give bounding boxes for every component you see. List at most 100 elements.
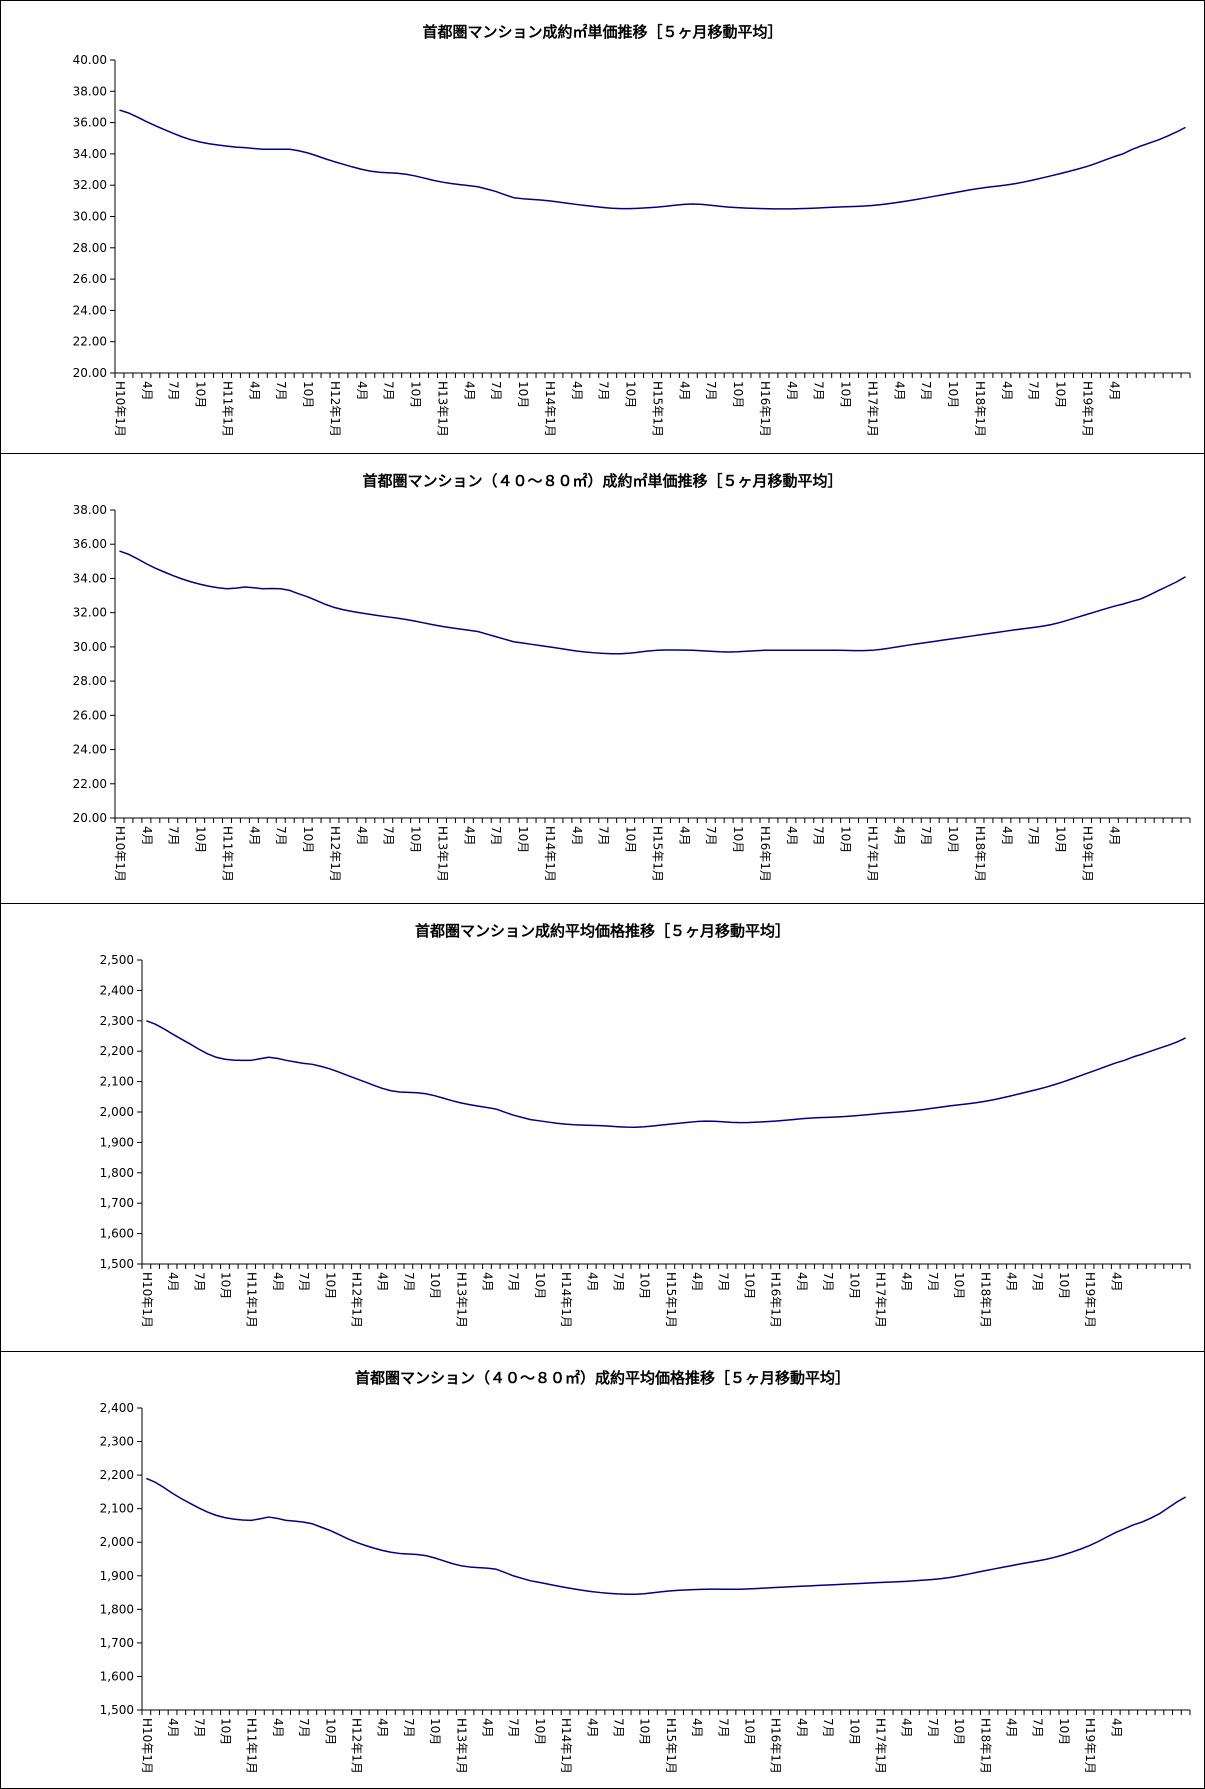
chart-title: 首都圏マンション成約㎡単価推移［５ヶ月移動平均］: [422, 23, 782, 41]
x-tick-label: 10月: [428, 1718, 442, 1745]
x-tick-label: 4月: [355, 826, 369, 846]
x-tick-label: 7月: [926, 1272, 940, 1292]
x-tick-label: H18年1月: [973, 826, 987, 882]
x-tick-label: 4月: [140, 826, 154, 846]
x-tick-label: 10月: [218, 1272, 232, 1299]
x-tick-label: 7月: [167, 381, 181, 401]
x-tick-label: 7月: [382, 381, 396, 401]
x-tick-label: 10月: [946, 826, 960, 853]
x-tick-label: H19年1月: [1080, 381, 1094, 437]
x-tick-label: H10年1月: [140, 1718, 154, 1774]
x-tick-label: H14年1月: [543, 381, 557, 437]
y-tick-label: 1,500: [100, 1703, 134, 1717]
x-tick-label: 7月: [507, 1718, 521, 1738]
y-tick-label: 20.00: [73, 811, 107, 825]
x-tick-label: 4月: [1109, 1718, 1123, 1738]
x-tick-label: 7月: [704, 381, 718, 401]
x-tick-label: H16年1月: [758, 381, 772, 437]
x-tick-label: H18年1月: [978, 1272, 992, 1328]
x-tick-label: 4月: [462, 826, 476, 846]
x-tick-label: H11年1月: [245, 1718, 259, 1774]
x-tick-label: 4月: [900, 1272, 914, 1292]
y-tick-label: 36.00: [73, 537, 107, 551]
x-tick-label: 4月: [785, 826, 799, 846]
x-tick-label: 7月: [382, 826, 396, 846]
y-tick-label: 1,900: [100, 1135, 134, 1149]
y-tick-label: 28.00: [73, 241, 107, 255]
x-tick-label: 4月: [1107, 826, 1121, 846]
y-tick-label: 28.00: [73, 674, 107, 688]
x-tick-label: 7月: [1031, 1718, 1045, 1738]
chart-panel-avg-price: 首都圏マンション成約平均価格推移［５ヶ月移動平均］ 1,500 1,600 1,700…: [0, 903, 1205, 1351]
x-tick-label: 7月: [812, 381, 826, 401]
x-tick-label: 10月: [1054, 826, 1068, 853]
x-tick-label: H11年1月: [220, 381, 234, 437]
x-tick-label: 7月: [821, 1272, 835, 1292]
y-tick-label: 2,300: [100, 1014, 134, 1028]
y-tick-label: 24.00: [73, 743, 107, 757]
y-tick-label: 32.00: [73, 606, 107, 620]
x-tick-label: 10月: [638, 1718, 652, 1745]
x-tick-label: 4月: [271, 1272, 285, 1292]
x-tick-label: H16年1月: [769, 1272, 783, 1328]
chart-panel-avg-price-40-80: 首都圏マンション（４０～８０㎡）成約平均価格推移［５ヶ月移動平均］ 1,500 1,…: [0, 1351, 1205, 1789]
x-tick-label: 4月: [1004, 1272, 1018, 1292]
x-tick-label: 4月: [247, 381, 261, 401]
x-tick-label: 10月: [624, 381, 638, 408]
x-tick-label: 4月: [1004, 1718, 1018, 1738]
y-tick-label: 38.00: [73, 503, 107, 517]
x-tick-label: 10月: [847, 1272, 861, 1299]
x-tick-label: H12年1月: [328, 381, 342, 437]
x-tick-label: H18年1月: [978, 1718, 992, 1774]
x-tick-label: 4月: [570, 381, 584, 401]
x-tick-label: H17年1月: [873, 1272, 887, 1328]
x-tick-label: H14年1月: [559, 1718, 573, 1774]
x-tick-label: H11年1月: [220, 826, 234, 882]
x-tick-label: 7月: [192, 1718, 206, 1738]
x-tick-label: H13年1月: [435, 381, 449, 437]
x-tick-label: 10月: [839, 381, 853, 408]
x-tick-label: 4月: [166, 1272, 180, 1292]
x-tick-label: H10年1月: [140, 1272, 154, 1328]
x-tick-label: 7月: [274, 381, 288, 401]
x-tick-label: H17年1月: [865, 381, 879, 437]
series-line: [146, 1020, 1186, 1128]
x-tick-label: 7月: [192, 1272, 206, 1292]
x-tick-label: 10月: [624, 826, 638, 853]
y-tick-label: 26.00: [73, 708, 107, 722]
x-tick-label: H14年1月: [559, 1272, 573, 1328]
x-tick-label: 10月: [301, 826, 315, 853]
x-tick-label: 7月: [1027, 826, 1041, 846]
y-tick-label: 32.00: [73, 178, 107, 192]
x-tick-label: 10月: [533, 1718, 547, 1745]
chart-svg: 首都圏マンション成約㎡単価推移［５ヶ月移動平均］ 20.00 22.00 24.00 2…: [73, 23, 1191, 437]
x-tick-label: 10月: [194, 381, 208, 408]
x-tick-label: 4月: [795, 1718, 809, 1738]
x-tick-label: H16年1月: [758, 826, 772, 882]
y-tick-label: 26.00: [73, 272, 107, 286]
x-tick-label: 7月: [297, 1718, 311, 1738]
x-tick-label: 10月: [323, 1718, 337, 1745]
y-tick-label: 38.00: [73, 84, 107, 98]
x-tick-label: 10月: [516, 381, 530, 408]
x-tick-label: 10月: [409, 381, 423, 408]
x-tick-label: 10月: [742, 1718, 756, 1745]
x-tick-label: 10月: [516, 826, 530, 853]
x-tick-label: 4月: [166, 1718, 180, 1738]
x-tick-label: 4月: [900, 1718, 914, 1738]
x-tick-label: 4月: [271, 1718, 285, 1738]
x-tick-label: H10年1月: [113, 826, 127, 882]
x-tick-label: 10月: [533, 1272, 547, 1299]
x-tick-label: 4月: [462, 381, 476, 401]
x-tick-label: H15年1月: [650, 381, 664, 437]
x-tick-label: 4月: [690, 1272, 704, 1292]
x-tick-label: H18年1月: [973, 381, 987, 437]
series-line: [146, 1477, 1186, 1595]
x-tick-label: 4月: [795, 1272, 809, 1292]
chart-svg: 首都圏マンション（４０～８０㎡）成約㎡単価推移［５ヶ月移動平均］ 20.00 22.…: [73, 472, 1191, 882]
x-tick-label: 4月: [1000, 826, 1014, 846]
x-tick-label: 7月: [507, 1272, 521, 1292]
x-tick-label: 7月: [274, 826, 288, 846]
x-tick-label: 10月: [194, 826, 208, 853]
x-tick-label: 7月: [1031, 1272, 1045, 1292]
